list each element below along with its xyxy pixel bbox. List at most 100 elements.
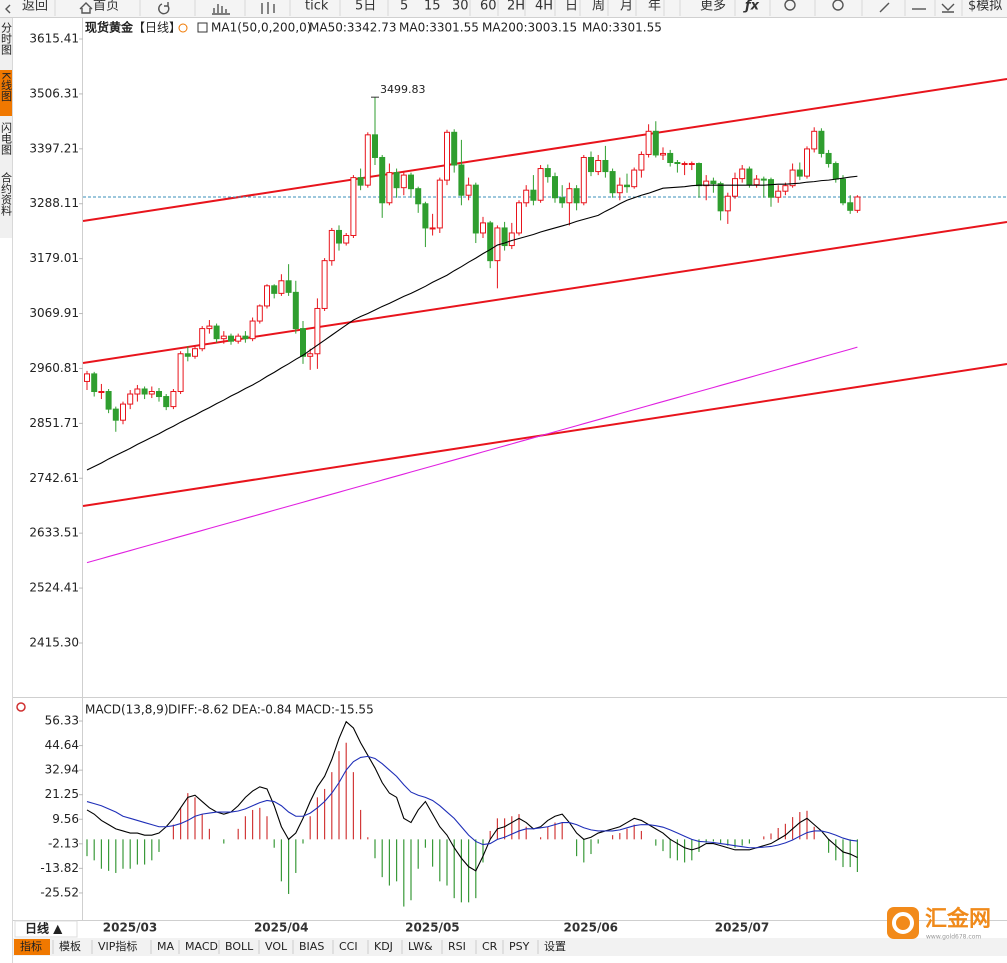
y-tick-label: 2415.30 [29, 635, 79, 649]
toolbar-button[interactable]: 15 [424, 0, 441, 14]
indicator-tab[interactable]: 指标 [20, 939, 42, 953]
period-button-box[interactable] [14, 920, 78, 938]
settings-icon [16, 702, 26, 712]
indicator-tab[interactable]: LW& [408, 940, 433, 953]
candle-body [314, 307, 321, 355]
toolbar-button[interactable]: 返回 [22, 0, 48, 14]
logo-mark [892, 912, 914, 934]
candle-body [652, 130, 659, 156]
indicator-tab[interactable]: 设置 [544, 940, 566, 953]
y-tick-label: 2524.41 [29, 581, 79, 595]
toolbar-button[interactable]: 5 [400, 0, 408, 14]
candle-body [444, 131, 450, 181]
toolbar-button[interactable]: 首页 [93, 0, 119, 14]
macd-line [86, 755, 858, 849]
candle-body [156, 391, 162, 398]
toolbar-button[interactable]: 4H [535, 0, 553, 14]
indicator-tab[interactable]: MACD [185, 940, 218, 953]
y-tick-label: 9.56 [52, 812, 79, 826]
toolbar-button[interactable]: 更多 [700, 0, 726, 14]
instrument-title: 现货黄金 [85, 20, 134, 35]
period-button[interactable]: 日线 ▲ [25, 921, 63, 936]
candle-body [220, 335, 227, 340]
candle-body [429, 227, 436, 230]
candle-body [523, 189, 530, 204]
candle-body [357, 177, 364, 186]
toolbar-button[interactable]: $模拟 [968, 0, 1002, 14]
candle-body [98, 391, 105, 394]
candle-body [163, 396, 170, 408]
candle-body [645, 130, 652, 155]
toolbar-button[interactable]: 周 [592, 0, 605, 14]
candle-body [105, 391, 112, 410]
candle-body [235, 335, 242, 342]
sidebar-tab[interactable]: 合约资料 [0, 171, 13, 217]
refresh-icon [158, 2, 170, 15]
candle-body [228, 335, 234, 342]
legend-entry: DIFF:-8.62 [168, 703, 229, 717]
candle-body [631, 169, 638, 188]
toolbar-button[interactable]: 60 [480, 0, 497, 14]
active-tab-bg [14, 939, 50, 955]
y-tick-label: 2960.81 [29, 361, 79, 375]
sidebar-active [0, 70, 12, 116]
toolbar-button[interactable]: 月 [620, 0, 633, 14]
toolbar-button[interactable]: 2H [507, 0, 525, 14]
candle-body [501, 227, 508, 247]
candle-body [760, 178, 767, 181]
candle-body [249, 320, 256, 340]
y-tick-label: 2742.61 [29, 471, 79, 485]
candle-body [177, 353, 184, 393]
y-tick-label: 3288.11 [29, 196, 79, 210]
indicator-tab[interactable]: MA [157, 940, 174, 953]
candle-body [674, 162, 681, 165]
toolbar-button[interactable]: 30 [452, 0, 469, 14]
high-annotation: 3499.83 [380, 83, 426, 96]
indicator-tab[interactable]: BIAS [299, 940, 324, 953]
sidebar-tab[interactable]: 分时图 [0, 22, 13, 56]
candle-body [400, 174, 407, 189]
indicator-tab[interactable]: CCI [339, 940, 358, 953]
indicator-tab[interactable]: VIP指标 [98, 939, 137, 953]
candle-body [264, 285, 270, 307]
indicator-tab[interactable]: BOLL [225, 940, 254, 953]
indicator-tab[interactable]: RSI [448, 940, 466, 953]
candle-body [688, 163, 695, 166]
indicator-tab[interactable]: VOL [265, 940, 288, 953]
candle-body [530, 189, 537, 201]
candle-body [854, 196, 861, 211]
bottom-bar [13, 938, 1007, 956]
sidebar-tab[interactable]: 闪电图 [0, 121, 13, 156]
bar-icon [212, 4, 230, 15]
candle-body [372, 134, 378, 158]
sidebar-tab[interactable]: K线图 [0, 72, 13, 102]
y-tick-label: 3506.31 [29, 86, 79, 100]
toolbar-button[interactable]: 5日 [355, 0, 376, 14]
candle-body [91, 373, 98, 393]
y-tick-label: 3069.91 [29, 306, 79, 320]
x-tick-label: 2025/05 [405, 921, 459, 935]
candle-body [566, 188, 573, 204]
candle-body [393, 172, 400, 189]
trendline [82, 78, 1007, 222]
indicator-tab[interactable]: PSY [509, 940, 530, 953]
indicator-tab[interactable]: 模板 [59, 939, 81, 953]
candle-body [307, 353, 314, 357]
candle-body [616, 184, 623, 194]
candle-body [112, 408, 119, 421]
indicator-tab[interactable]: CR [482, 940, 498, 953]
candle-body [775, 190, 782, 198]
candle-body [278, 280, 285, 294]
candle-body [746, 168, 753, 186]
candle-body [451, 131, 458, 166]
macd-line [86, 720, 858, 872]
indicator-tab[interactable]: KDJ [374, 940, 393, 953]
toolbar-button[interactable]: 日 [565, 0, 578, 14]
candle-body [170, 391, 177, 408]
y-tick-label: 3615.41 [29, 32, 79, 46]
toolbar-button[interactable]: tick [305, 0, 329, 14]
candle-body [480, 222, 486, 234]
candle-body [285, 280, 292, 293]
add-icon [178, 23, 188, 33]
toolbar-button[interactable]: 年 [648, 0, 661, 14]
